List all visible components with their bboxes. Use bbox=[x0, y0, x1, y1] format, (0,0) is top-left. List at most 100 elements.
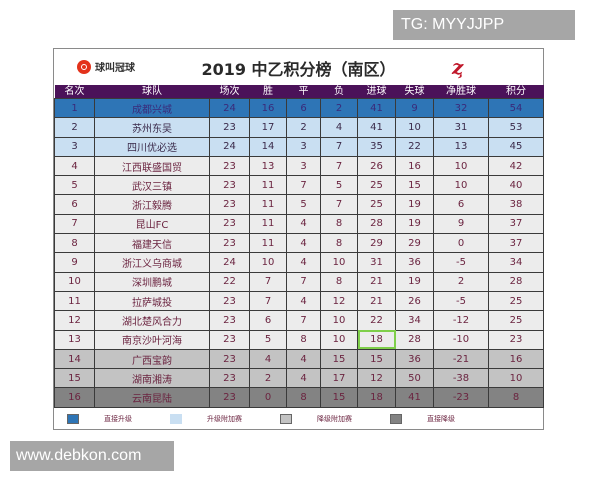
cell-pts: 45 bbox=[488, 136, 544, 157]
cell-rank: 12 bbox=[54, 310, 95, 331]
cell-d: 4 bbox=[286, 368, 321, 389]
col-goals-against: 失球 bbox=[395, 85, 434, 99]
cell-ga: 41 bbox=[395, 387, 434, 408]
cell-gd: -12 bbox=[433, 310, 489, 331]
legend-direct-up: 直接升级 bbox=[67, 414, 132, 424]
cell-w: 4 bbox=[249, 348, 287, 370]
cell-played: 23 bbox=[209, 387, 250, 408]
table-row: 5 武汉三镇 23 11 7 5 25 15 10 40 bbox=[54, 175, 544, 196]
cell-gd: -38 bbox=[433, 368, 489, 389]
cell-l: 2 bbox=[320, 97, 358, 119]
legend-direct-down: 直接降级 bbox=[390, 414, 455, 424]
cell-rank: 6 bbox=[54, 194, 95, 215]
cell-team: 拉萨城投 bbox=[94, 290, 210, 312]
cell-team: 成都兴城 bbox=[94, 97, 210, 119]
cell-ga: 36 bbox=[395, 252, 434, 273]
legend-label: 直接降级 bbox=[427, 415, 455, 423]
cell-d: 4 bbox=[286, 213, 321, 235]
cell-gd: 31 bbox=[433, 117, 489, 138]
legend-playoff-down: 降级附加赛 bbox=[280, 414, 352, 424]
cell-l: 15 bbox=[320, 387, 358, 408]
cell-ga: 50 bbox=[395, 368, 434, 389]
swatch-direct-up bbox=[67, 414, 79, 424]
table-row: 8 福建天信 23 11 4 8 29 29 0 37 bbox=[54, 233, 544, 254]
cell-gf: 28 bbox=[357, 213, 396, 235]
col-goals-for: 进球 bbox=[357, 85, 396, 99]
cell-pts: 37 bbox=[488, 233, 544, 254]
cell-pts: 53 bbox=[488, 117, 544, 138]
cell-gf: 18 bbox=[357, 387, 396, 408]
cell-w: 16 bbox=[249, 97, 287, 119]
cell-gd: 32 bbox=[433, 97, 489, 119]
cell-w: 11 bbox=[249, 175, 287, 196]
cell-pts: 25 bbox=[488, 310, 544, 331]
cell-played: 23 bbox=[209, 213, 250, 235]
table-row: 9 浙江义乌商城 24 10 4 10 31 36 -5 34 bbox=[54, 252, 544, 273]
cell-played: 23 bbox=[209, 329, 250, 350]
cell-team: 广西宝韵 bbox=[94, 348, 210, 370]
cell-w: 10 bbox=[249, 252, 287, 273]
cell-rank: 8 bbox=[54, 233, 95, 254]
legend-label: 直接升级 bbox=[104, 415, 132, 423]
legend-label: 降级附加赛 bbox=[317, 415, 352, 423]
cell-team: 湖北楚风合力 bbox=[94, 310, 210, 331]
cell-d: 8 bbox=[286, 329, 321, 350]
cell-w: 17 bbox=[249, 117, 287, 138]
cell-pts: 34 bbox=[488, 252, 544, 273]
cell-team: 浙江义乌商城 bbox=[94, 252, 210, 273]
cell-gf: 18 bbox=[357, 329, 396, 350]
cell-played: 23 bbox=[209, 368, 250, 389]
table-body: 1 成都兴城 24 16 6 2 41 9 32 54 2 苏州东吴 23 17 2 4 41 10 31 53 3 四川… bbox=[54, 97, 544, 408]
standings-table: 名次 球队 场次 胜 平 负 进球 失球 净胜球 积分 1 成都兴城 24 16 6 2 4… bbox=[54, 85, 544, 408]
cell-pts: 54 bbox=[488, 97, 544, 119]
cell-w: 11 bbox=[249, 233, 287, 254]
col-losses: 负 bbox=[320, 85, 358, 99]
swatch-direct-down bbox=[390, 414, 402, 424]
cell-gd: 10 bbox=[433, 155, 489, 177]
legend: 直接升级 升级附加赛 降级附加赛 直接降级 bbox=[54, 408, 543, 430]
title-bar: 球叫冠球 2019 中乙积分榜（南区） ⱬ bbox=[54, 49, 543, 85]
table-row: 16 云南昆陆 23 0 8 15 18 41 -23 8 bbox=[54, 387, 544, 408]
table-row: 2 苏州东吴 23 17 2 4 41 10 31 53 bbox=[54, 117, 544, 138]
cell-l: 12 bbox=[320, 290, 358, 312]
cell-gd: 13 bbox=[433, 136, 489, 157]
cell-gf: 35 bbox=[357, 136, 396, 157]
col-team: 球队 bbox=[94, 85, 210, 99]
cell-ga: 19 bbox=[395, 194, 434, 215]
cell-pts: 28 bbox=[488, 271, 544, 292]
cell-played: 24 bbox=[209, 97, 250, 119]
cell-rank: 16 bbox=[54, 387, 95, 408]
cell-team: 深圳鹏城 bbox=[94, 271, 210, 292]
cell-team: 四川优必选 bbox=[94, 136, 210, 157]
cell-w: 0 bbox=[249, 387, 287, 408]
cell-rank: 7 bbox=[54, 213, 95, 235]
cell-gf: 25 bbox=[357, 194, 396, 215]
col-rank: 名次 bbox=[54, 85, 95, 99]
cell-rank: 15 bbox=[54, 368, 95, 389]
cell-played: 24 bbox=[209, 136, 250, 157]
cell-gf: 31 bbox=[357, 252, 396, 273]
table-row: 15 湖南湘涛 23 2 4 17 12 50 -38 10 bbox=[54, 368, 544, 389]
table-row: 7 昆山FC 23 11 4 8 28 19 9 37 bbox=[54, 213, 544, 235]
cell-w: 13 bbox=[249, 155, 287, 177]
cell-ga: 22 bbox=[395, 136, 434, 157]
cell-rank: 11 bbox=[54, 290, 95, 312]
cell-ga: 19 bbox=[395, 271, 434, 292]
cell-gf: 41 bbox=[357, 97, 396, 119]
cell-team: 福建天信 bbox=[94, 233, 210, 254]
cell-gd: 6 bbox=[433, 194, 489, 215]
table-row: 3 四川优必选 24 14 3 7 35 22 13 45 bbox=[54, 136, 544, 157]
cell-gf: 21 bbox=[357, 290, 396, 312]
cell-team: 云南昆陆 bbox=[94, 387, 210, 408]
table-row: 10 深圳鹏城 22 7 7 8 21 19 2 28 bbox=[54, 271, 544, 292]
legend-label: 升级附加赛 bbox=[207, 415, 242, 423]
cell-d: 4 bbox=[286, 290, 321, 312]
col-points: 积分 bbox=[488, 85, 544, 99]
cell-gf: 21 bbox=[357, 271, 396, 292]
cell-played: 23 bbox=[209, 194, 250, 215]
cell-gf: 41 bbox=[357, 117, 396, 138]
cell-l: 5 bbox=[320, 175, 358, 196]
table-row: 13 南京沙叶河海 23 5 8 10 18 28 -10 23 bbox=[54, 329, 544, 350]
cell-rank: 3 bbox=[54, 136, 95, 157]
cell-l: 7 bbox=[320, 136, 358, 157]
